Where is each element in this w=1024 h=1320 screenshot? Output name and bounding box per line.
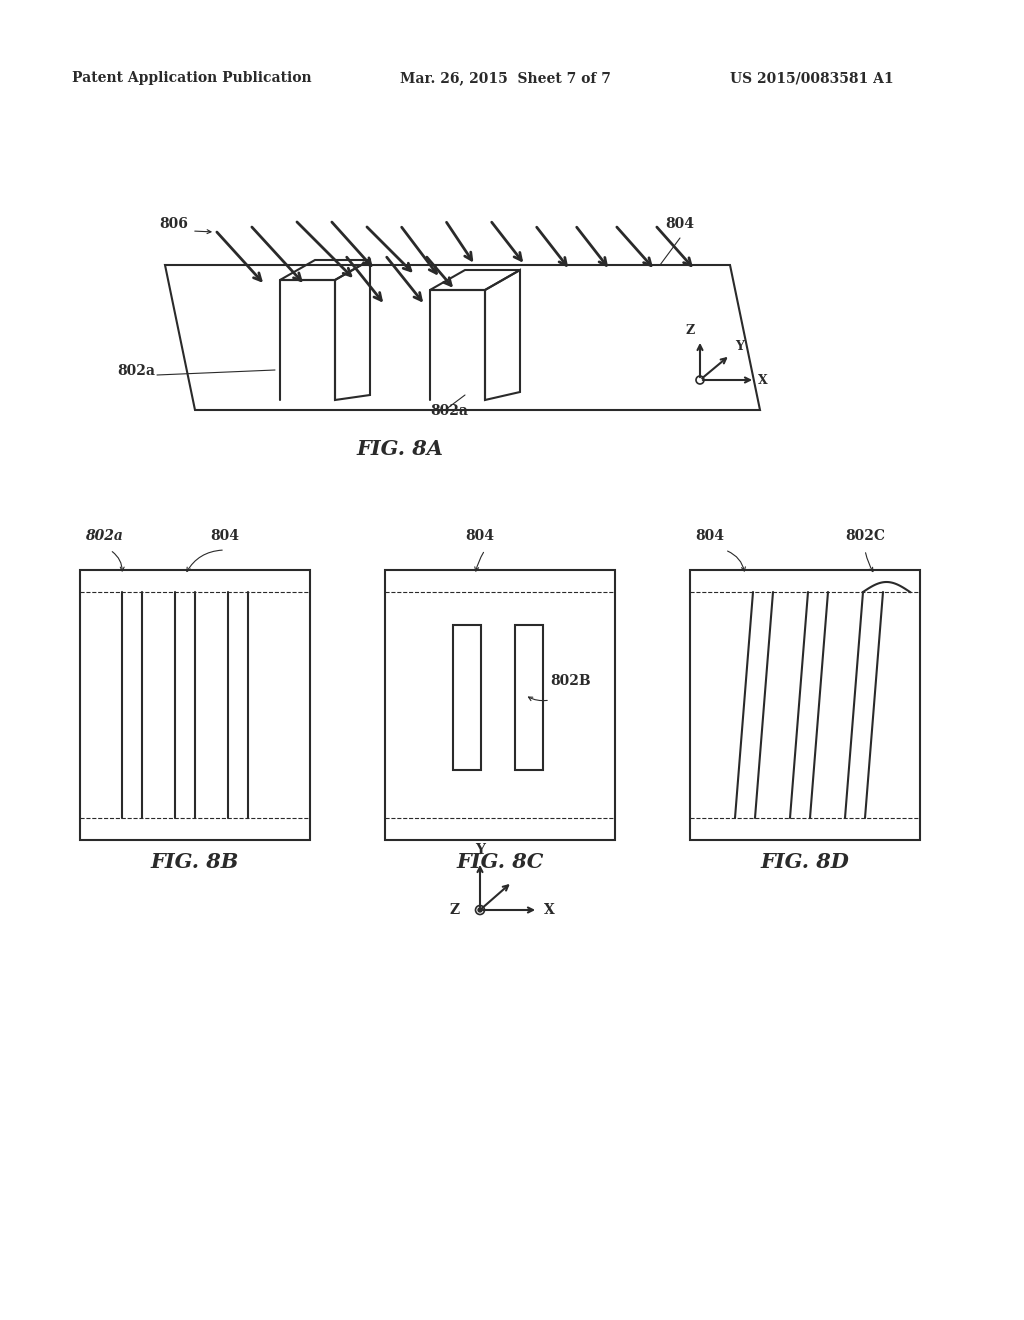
Text: Mar. 26, 2015  Sheet 7 of 7: Mar. 26, 2015 Sheet 7 of 7 — [400, 71, 611, 84]
Text: Y: Y — [735, 341, 744, 352]
Bar — [453, 624, 481, 770]
Text: 804: 804 — [465, 529, 494, 543]
Text: FIG. 8B: FIG. 8B — [151, 851, 240, 873]
Text: Y: Y — [475, 843, 485, 857]
Text: 804: 804 — [695, 529, 724, 543]
Text: Z: Z — [450, 903, 460, 917]
Text: 804: 804 — [665, 216, 694, 231]
Text: FIG. 8C: FIG. 8C — [457, 851, 544, 873]
Bar — [385, 570, 615, 840]
Text: 806: 806 — [159, 216, 188, 231]
Text: 802B: 802B — [550, 675, 591, 688]
Text: US 2015/0083581 A1: US 2015/0083581 A1 — [730, 71, 894, 84]
Bar — [690, 570, 920, 840]
Text: 802C: 802C — [845, 529, 885, 543]
Text: 802a: 802a — [117, 364, 155, 378]
Text: FIG. 8A: FIG. 8A — [356, 440, 443, 459]
Bar — [515, 624, 543, 770]
Text: FIG. 8D: FIG. 8D — [761, 851, 850, 873]
Circle shape — [478, 908, 482, 912]
Text: X: X — [758, 374, 768, 387]
Text: 802a: 802a — [430, 404, 468, 418]
Text: Z: Z — [685, 323, 694, 337]
Bar — [80, 570, 310, 840]
Text: Patent Application Publication: Patent Application Publication — [72, 71, 311, 84]
Text: 804: 804 — [210, 529, 239, 543]
Text: X: X — [544, 903, 555, 917]
Text: 802a: 802a — [85, 529, 123, 543]
